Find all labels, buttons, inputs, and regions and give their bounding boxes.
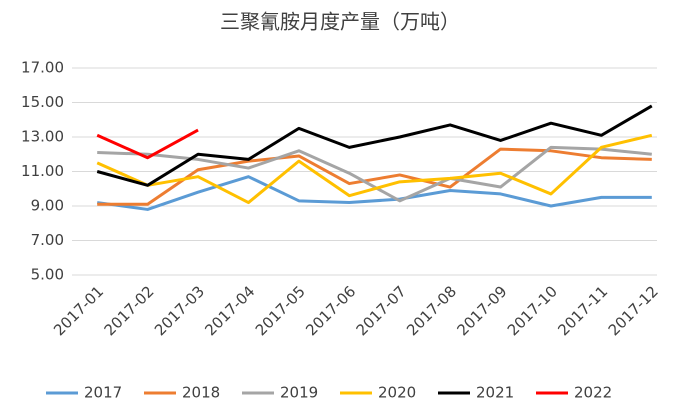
legend-label: 2018 [182,384,220,402]
x-tick-label: 2017-10 [504,282,561,339]
x-tick-label: 2017-07 [353,282,410,339]
series-line [97,175,652,211]
legend-label: 2021 [476,384,514,402]
y-tick-label: 17.00 [21,59,64,77]
legend-label: 2017 [84,384,122,402]
x-tick-label: 2017-11 [554,282,611,339]
series-line [96,128,199,160]
legend-label: 2019 [280,384,318,402]
x-tick-label: 2017-12 [605,282,662,339]
y-tick-label: 7.00 [31,231,64,249]
x-tick-label: 2017-04 [201,282,258,339]
y-tick-label: 11.00 [21,162,64,180]
y-tick-label: 15.00 [21,93,64,111]
y-tick-label: 9.00 [31,197,64,215]
x-tick-label: 2017-09 [453,282,510,339]
x-tick-label: 2017-01 [50,282,107,339]
x-tick-label: 2017-08 [403,282,460,339]
y-tick-label: 5.00 [31,266,64,284]
x-tick-label: 2017-03 [151,282,208,339]
x-tick-label: 2017-02 [101,282,158,339]
series-line [96,104,653,187]
series-line [96,133,653,205]
y-tick-label: 13.00 [21,128,64,146]
series-line [97,147,652,206]
chart-title: 三聚氰胺月度产量（万吨） [220,10,460,34]
x-tick-label: 2017-06 [302,282,359,339]
legend-label: 2022 [574,384,612,402]
series-line [97,145,652,203]
x-tick-label: 2017-05 [252,282,309,339]
legend-label: 2020 [378,384,416,402]
